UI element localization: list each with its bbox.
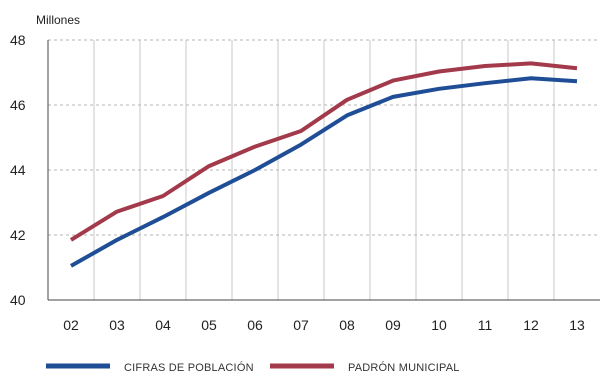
x-tick-label: 07 [293,317,309,333]
x-tick-label: 08 [339,317,355,333]
y-tick-label: 42 [10,227,26,243]
x-tick-label: 06 [247,317,263,333]
x-tick-label: 13 [569,317,585,333]
x-tick-label: 03 [109,317,125,333]
series-line [69,61,578,242]
x-tick-label: 12 [523,317,539,333]
y-tick-label: 46 [10,97,26,113]
series-lines [69,61,578,268]
x-tick-labels: 02 03 04 05 06 07 08 09 10 11 12 13 [63,317,585,333]
unit-label: Millones [36,13,80,27]
y-tick-labels: 40 42 44 46 48 [10,32,26,308]
y-tick-label: 40 [10,292,26,308]
legend-label: PADRÓN MUNICIPAL [348,361,460,374]
legend: CIFRAS DE POBLACIÓN PADRÓN MUNICIPAL [46,361,460,374]
axes-layer [47,40,600,301]
series-line [70,76,578,268]
legend-label: CIFRAS DE POBLACIÓN [124,361,254,374]
x-tick-label: 04 [155,317,171,333]
x-tick-label: 02 [63,317,79,333]
y-tick-label: 48 [10,32,26,48]
x-tick-label: 11 [478,317,493,333]
x-tick-label: 10 [431,317,447,333]
x-tick-label: 05 [201,317,217,333]
y-tick-label: 44 [10,162,26,178]
x-tick-label: 09 [385,317,401,333]
grid-layer [48,39,600,300]
